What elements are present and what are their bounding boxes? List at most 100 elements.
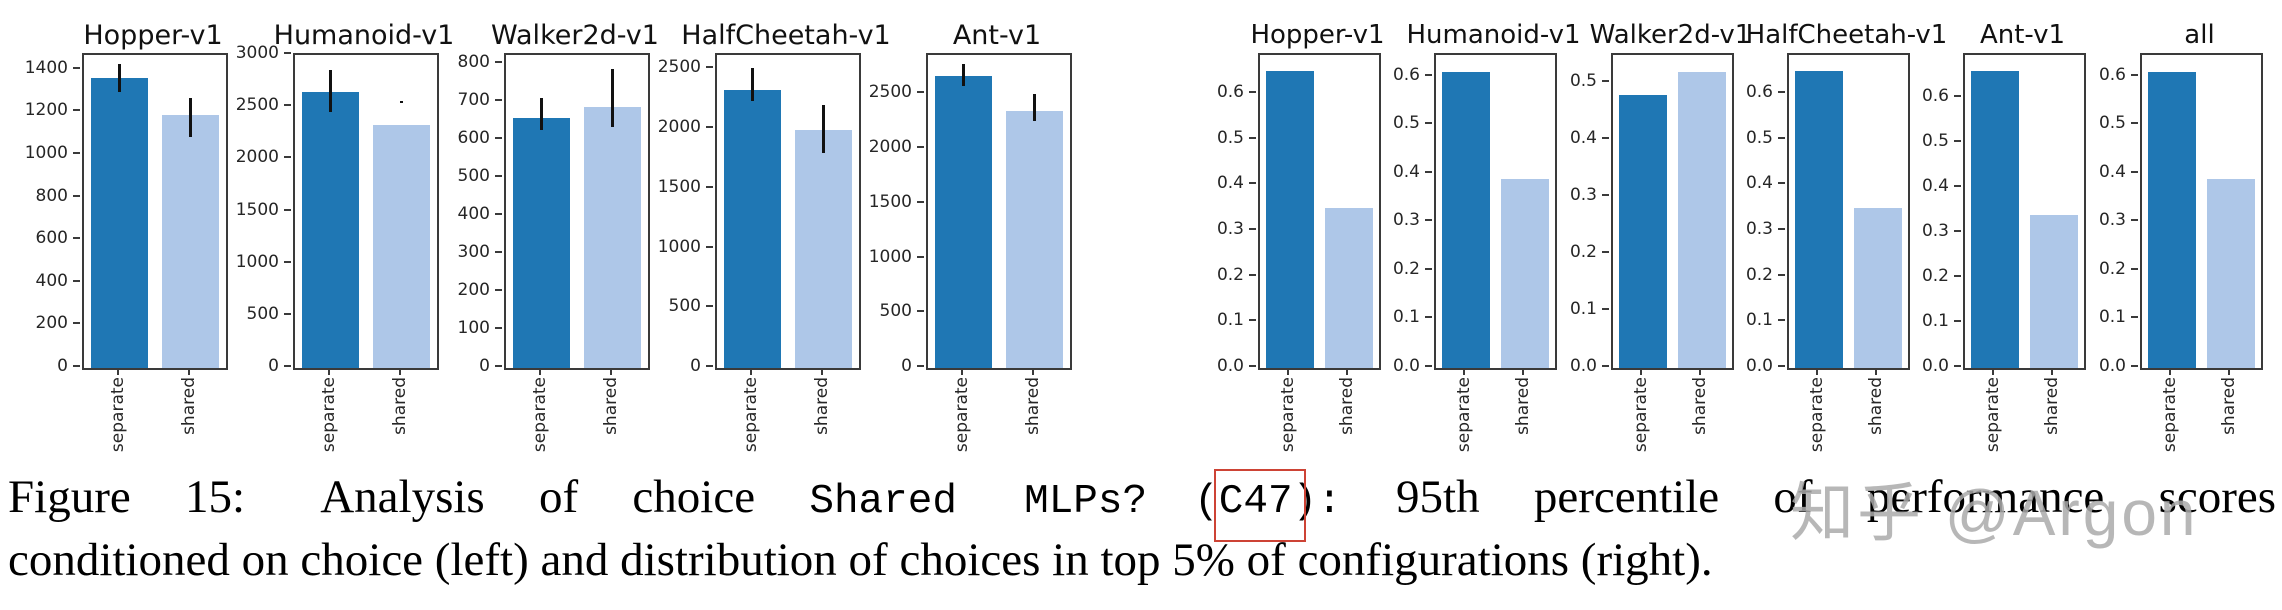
bar-shared	[1854, 208, 1902, 368]
y-tick-mark	[1778, 274, 1785, 276]
y-tick-label: 0.6	[1216, 82, 1244, 102]
chart-right-halfcheetah-v1	[1787, 53, 1910, 370]
y-tick-label: 0.4	[1216, 173, 1244, 193]
y-tick-mark	[495, 251, 502, 253]
error-bar-shared	[1033, 94, 1036, 121]
y-tick-mark	[2131, 268, 2138, 270]
caption-line-1: Figure 15: Analysis of choice Shared MLP…	[8, 468, 2276, 531]
y-tick-mark	[917, 256, 924, 258]
y-tick-mark	[706, 66, 713, 68]
x-tick-label-shared: shared	[1866, 377, 1886, 435]
x-tick-label-separate: separate	[530, 377, 550, 453]
y-tick-mark	[284, 104, 291, 106]
error-bar-shared	[822, 105, 825, 153]
y-tick-label: 0.0	[2098, 356, 2126, 376]
y-tick-label: 0.2	[1569, 242, 1597, 262]
y-tick-label: 0.4	[1569, 128, 1597, 148]
y-tick-mark	[1954, 275, 1961, 277]
y-tick-label: 400	[35, 271, 68, 291]
y-tick-label: 0.2	[2098, 259, 2126, 279]
y-tick-label: 0.0	[1569, 356, 1597, 376]
y-tick-mark	[1778, 182, 1785, 184]
bar-separate	[1266, 71, 1314, 368]
c47-highlight-box: C47	[1218, 479, 1293, 525]
y-tick-label: 0.5	[1745, 128, 1773, 148]
y-tick-mark	[1425, 219, 1432, 221]
y-tick-label: 1000	[235, 252, 279, 272]
x-tick-mark	[1287, 368, 1289, 375]
x-tick-mark	[399, 368, 401, 375]
caption-paren-open: (	[1194, 479, 1219, 525]
y-tick-label: 0.1	[1745, 310, 1773, 330]
y-tick-label: 1500	[868, 192, 912, 212]
y-tick-label: 0.6	[1921, 86, 1949, 106]
y-tick-label: 1500	[235, 200, 279, 220]
x-tick-label-shared: shared	[390, 377, 410, 435]
y-tick-label: 1000	[868, 247, 912, 267]
y-tick-label: 700	[457, 90, 490, 110]
y-tick-mark	[284, 209, 291, 211]
x-tick-label-separate: separate	[1278, 377, 1298, 453]
y-tick-label: 200	[457, 280, 490, 300]
bar-shared	[1501, 179, 1549, 368]
y-tick-mark	[1954, 320, 1961, 322]
x-tick-mark	[1346, 368, 1348, 375]
error-bar-separate	[118, 64, 121, 92]
y-tick-mark	[495, 61, 502, 63]
y-tick-label: 0.5	[2098, 113, 2126, 133]
bar-shared	[162, 115, 219, 368]
y-tick-label: 1200	[24, 100, 68, 120]
y-tick-label: 0.3	[1216, 219, 1244, 239]
y-tick-mark	[706, 365, 713, 367]
y-tick-mark	[1425, 316, 1432, 318]
y-tick-mark	[2131, 122, 2138, 124]
y-tick-label: 800	[35, 186, 68, 206]
y-tick-label: 0.3	[1569, 185, 1597, 205]
x-tick-mark	[1640, 368, 1642, 375]
chart-right-ant-v1-title: Ant-v1	[1979, 20, 2066, 50]
bar-separate	[1442, 72, 1490, 368]
y-tick-mark	[2131, 171, 2138, 173]
y-tick-label: 0	[479, 356, 490, 376]
error-bar-separate	[540, 98, 543, 130]
error-bar-shared	[189, 98, 192, 137]
y-tick-label: 0.3	[1921, 221, 1949, 241]
y-tick-mark	[1778, 91, 1785, 93]
y-tick-mark	[1249, 137, 1256, 139]
y-tick-label: 500	[246, 304, 279, 324]
y-tick-label: 0.0	[1921, 356, 1949, 376]
y-tick-label: 500	[668, 296, 701, 316]
x-tick-label-shared: shared	[1690, 377, 1710, 435]
x-tick-label-separate: separate	[741, 377, 761, 453]
x-tick-label-separate: separate	[1983, 377, 2003, 453]
y-tick-mark	[1249, 228, 1256, 230]
y-tick-label: 0	[57, 356, 68, 376]
bar-separate	[1619, 95, 1667, 368]
y-tick-label: 0	[901, 356, 912, 376]
y-tick-label: 0.5	[1392, 113, 1420, 133]
x-tick-mark	[1875, 368, 1877, 375]
bar-shared	[1006, 111, 1063, 368]
y-tick-mark	[495, 365, 502, 367]
y-tick-mark	[73, 280, 80, 282]
y-tick-mark	[284, 52, 291, 54]
y-tick-mark	[495, 327, 502, 329]
x-tick-label-shared: shared	[2219, 377, 2239, 435]
bar-separate	[302, 92, 359, 368]
y-tick-mark	[917, 201, 924, 203]
chart-left-humanoid-v1	[293, 53, 439, 370]
y-tick-label: 0	[268, 356, 279, 376]
y-tick-label: 0.6	[1745, 82, 1773, 102]
y-tick-label: 0.6	[2098, 65, 2126, 85]
y-tick-mark	[2131, 365, 2138, 367]
y-tick-mark	[1954, 365, 1961, 367]
bar-separate	[724, 90, 781, 368]
y-tick-label: 2000	[657, 117, 701, 137]
y-tick-label: 800	[457, 52, 490, 72]
bar-shared	[373, 125, 430, 368]
y-tick-mark	[1425, 122, 1432, 124]
y-tick-mark	[495, 175, 502, 177]
y-tick-label: 0.2	[1921, 266, 1949, 286]
caption-code-shared-mlps: Shared MLPs?	[809, 479, 1148, 525]
y-tick-mark	[73, 365, 80, 367]
